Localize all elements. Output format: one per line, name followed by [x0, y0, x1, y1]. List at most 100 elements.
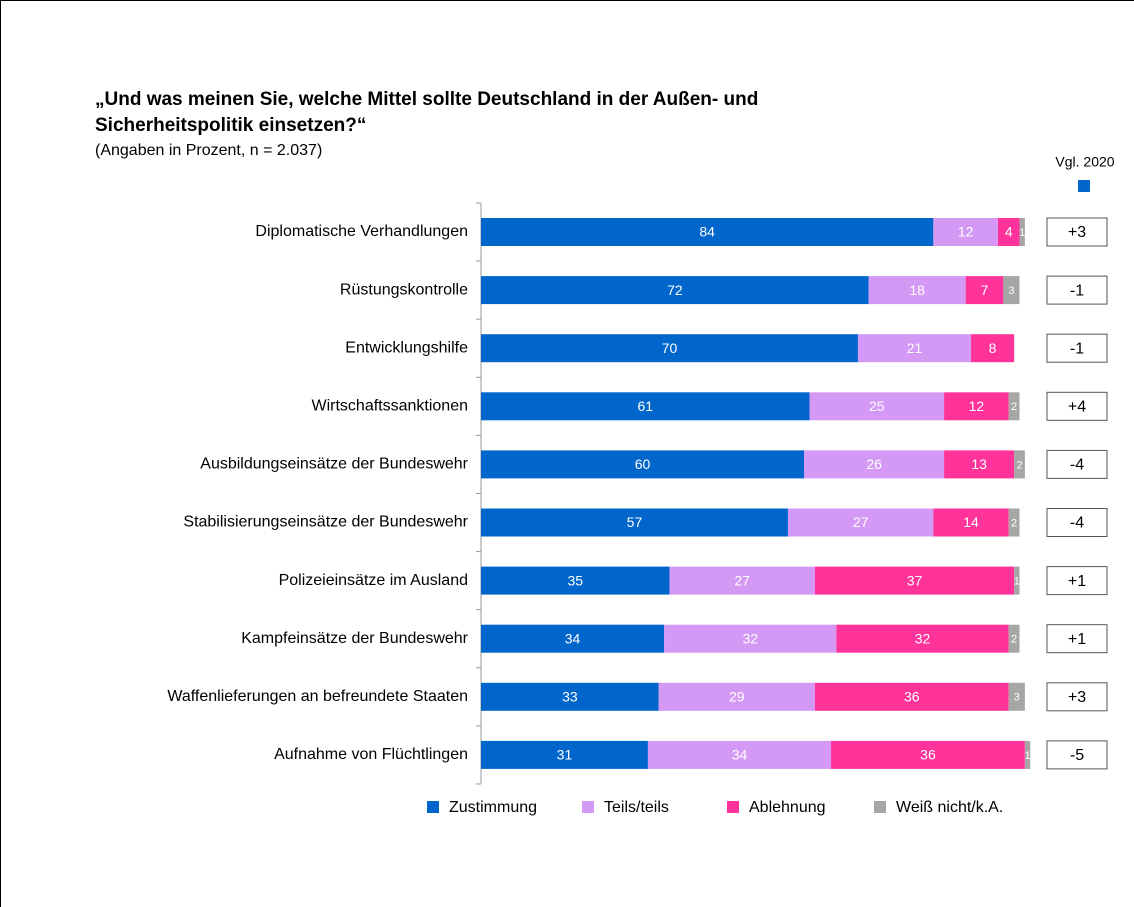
chart-title: Sicherheitspolitik einsetzen?“: [95, 115, 366, 136]
value-label: 37: [907, 572, 923, 588]
comparison-box: [1046, 508, 1108, 537]
legend-swatch: [427, 801, 439, 813]
value-label: 2: [1011, 517, 1017, 529]
value-label: 36: [920, 747, 936, 763]
category-label: Aufnahme von Flüchtlingen: [274, 746, 468, 763]
value-label: 32: [742, 630, 758, 646]
chart-title: „Und was meinen Sie, welche Mittel sollt…: [95, 89, 758, 110]
bar-segment: [647, 740, 832, 769]
value-label: 61: [637, 398, 653, 414]
bar-segment: [1008, 508, 1020, 537]
value-label: 8: [989, 340, 997, 356]
comparison-box: [1046, 275, 1108, 305]
category-label: Entwicklungshilfe: [345, 339, 468, 356]
value-label: 31: [557, 747, 573, 763]
subtitle: (Angaben in Prozent, n = 2.037): [95, 142, 322, 159]
bar-segment: [804, 450, 945, 479]
bar-segment: [997, 218, 1020, 246]
comparison-box: [1046, 740, 1108, 770]
value-label: 34: [565, 630, 581, 646]
category-label: Ausbildungseinsätze der Bundeswehr: [200, 456, 468, 473]
category-label: Rüstungskontrolle: [340, 281, 468, 298]
bar-segment: [787, 508, 934, 537]
value-label: 4: [1005, 224, 1013, 240]
category-label: Stabilisierungseinsätze der Bundeswehr: [183, 514, 468, 531]
comparison-label: +3: [1068, 689, 1086, 706]
bar-segment: [1019, 218, 1025, 246]
bar-segment: [1008, 392, 1020, 421]
value-label: 36: [904, 689, 920, 705]
value-label: 27: [853, 514, 869, 530]
value-label: 1: [1019, 227, 1025, 239]
bar-segment: [831, 740, 1025, 769]
bar-segment: [481, 566, 670, 595]
comparison-box: [1046, 682, 1108, 712]
bar-segment: [933, 508, 1009, 537]
category-label: Waffenlieferungen an befreundete Staaten: [167, 688, 468, 705]
comparison-box: [1046, 391, 1108, 421]
legend-swatch: [874, 801, 886, 813]
value-label: 3: [1008, 285, 1014, 297]
value-label: 1: [1025, 750, 1031, 762]
legend-swatch: [582, 801, 594, 813]
bar-segment: [664, 624, 837, 653]
bar-segment: [836, 624, 1009, 653]
bar-segment: [481, 508, 788, 537]
comparison-label: -4: [1070, 457, 1084, 474]
bar-segment: [658, 682, 815, 711]
legend-label: Weiß nicht/k.A.: [896, 799, 1003, 816]
category-label: Wirtschaftssanktionen: [311, 398, 468, 415]
comparison-label: +1: [1068, 573, 1086, 590]
value-label: 26: [866, 456, 882, 472]
bar-segment: [933, 218, 998, 246]
comparison-title: Vgl. 2020: [1055, 154, 1114, 170]
value-label: 32: [915, 630, 931, 646]
bar-segment: [944, 392, 1009, 421]
value-label: 27: [734, 572, 750, 588]
bar-segment: [814, 566, 1015, 595]
value-label: 35: [567, 572, 583, 588]
bar-segment: [971, 334, 1015, 363]
comparison-label: -1: [1070, 340, 1084, 357]
value-label: 12: [969, 398, 985, 414]
bar-segment: [1008, 682, 1025, 711]
value-label: 2: [1016, 459, 1022, 471]
bar-segment: [944, 450, 1015, 479]
category-label: Kampfeinsätze der Bundeswehr: [241, 630, 468, 647]
bar-segment: [1014, 566, 1020, 595]
value-label: 33: [562, 689, 578, 705]
bar-segment: [1024, 740, 1031, 769]
bar-segment: [481, 624, 665, 653]
comparison-box: [1046, 333, 1108, 363]
value-label: 21: [907, 340, 923, 356]
bar-segment: [481, 392, 810, 421]
value-label: 34: [732, 747, 748, 763]
comparison-label: -1: [1070, 282, 1084, 299]
comparison-marker: [1078, 180, 1090, 192]
value-label: 25: [869, 398, 885, 414]
value-label: 60: [635, 456, 651, 472]
comparison-label: +3: [1068, 224, 1086, 241]
value-label: 2: [1011, 634, 1017, 646]
value-label: 1: [1014, 576, 1020, 588]
bar-segment: [1003, 276, 1020, 305]
comparison-label: +4: [1068, 399, 1086, 416]
bar-segment: [481, 450, 805, 479]
legend-label: Ablehnung: [749, 799, 826, 816]
legend-label: Zustimmung: [449, 799, 537, 816]
comparison-box: [1046, 566, 1108, 596]
value-label: 84: [699, 224, 715, 240]
value-label: 2: [1011, 401, 1017, 413]
comparison-label: +1: [1068, 631, 1086, 648]
comparison-box: [1046, 217, 1108, 247]
bar-segment: [809, 392, 945, 421]
bar-segment: [481, 334, 858, 363]
legend-label: Teils/teils: [604, 799, 669, 816]
comparison-box: [1046, 449, 1108, 479]
bar-segment: [669, 566, 815, 595]
bar-segment: [1008, 624, 1020, 653]
value-label: 72: [667, 282, 683, 298]
bar-segment: [1014, 450, 1025, 479]
